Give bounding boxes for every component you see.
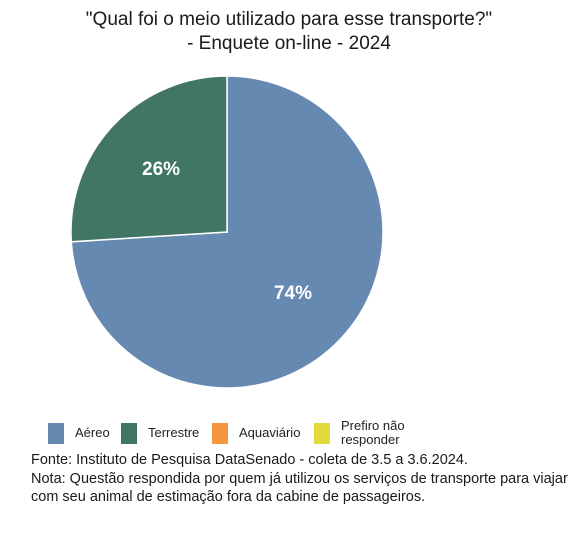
note-text: Nota: Questão respondida por quem já uti… [31,470,568,506]
chart-title: "Qual foi o meio utilizado para esse tra… [85,9,493,30]
legend-label-aereo: Aéreo [75,425,110,440]
chart-title-block: "Qual foi o meio utilizado para esse tra… [0,8,578,56]
pie-label-aereo: 74% [274,283,312,304]
legend-label-prefiro-nao-responder: Prefiro não responder [341,418,405,447]
chart-subtitle: - Enquete on-line - 2024 [187,33,391,54]
legend-swatch-terrestre [121,422,137,444]
chart-footnote: Fonte: Instituto de Pesquisa DataSenado … [31,451,571,507]
legend-item-terrestre: Terrestre [121,417,199,449]
chart-legend: Aéreo Terrestre Aquaviário Prefiro não r… [48,417,508,449]
legend-item-prefiro-nao-responder: Prefiro não responder [314,417,431,449]
legend-swatch-prefiro-nao-responder [314,422,330,444]
legend-item-aereo: Aéreo [48,417,110,449]
legend-swatch-aereo [48,422,64,444]
legend-item-aquaviario: Aquaviário [212,417,300,449]
pie-label-terrestre: 26% [142,159,180,180]
legend-label-terrestre: Terrestre [148,425,200,440]
legend-label-aquaviario: Aquaviário [239,425,301,440]
pie-slice-terrestre [70,75,228,243]
legend-swatch-aquaviario [212,422,228,444]
source-text: Fonte: Instituto de Pesquisa DataSenado … [31,452,468,468]
